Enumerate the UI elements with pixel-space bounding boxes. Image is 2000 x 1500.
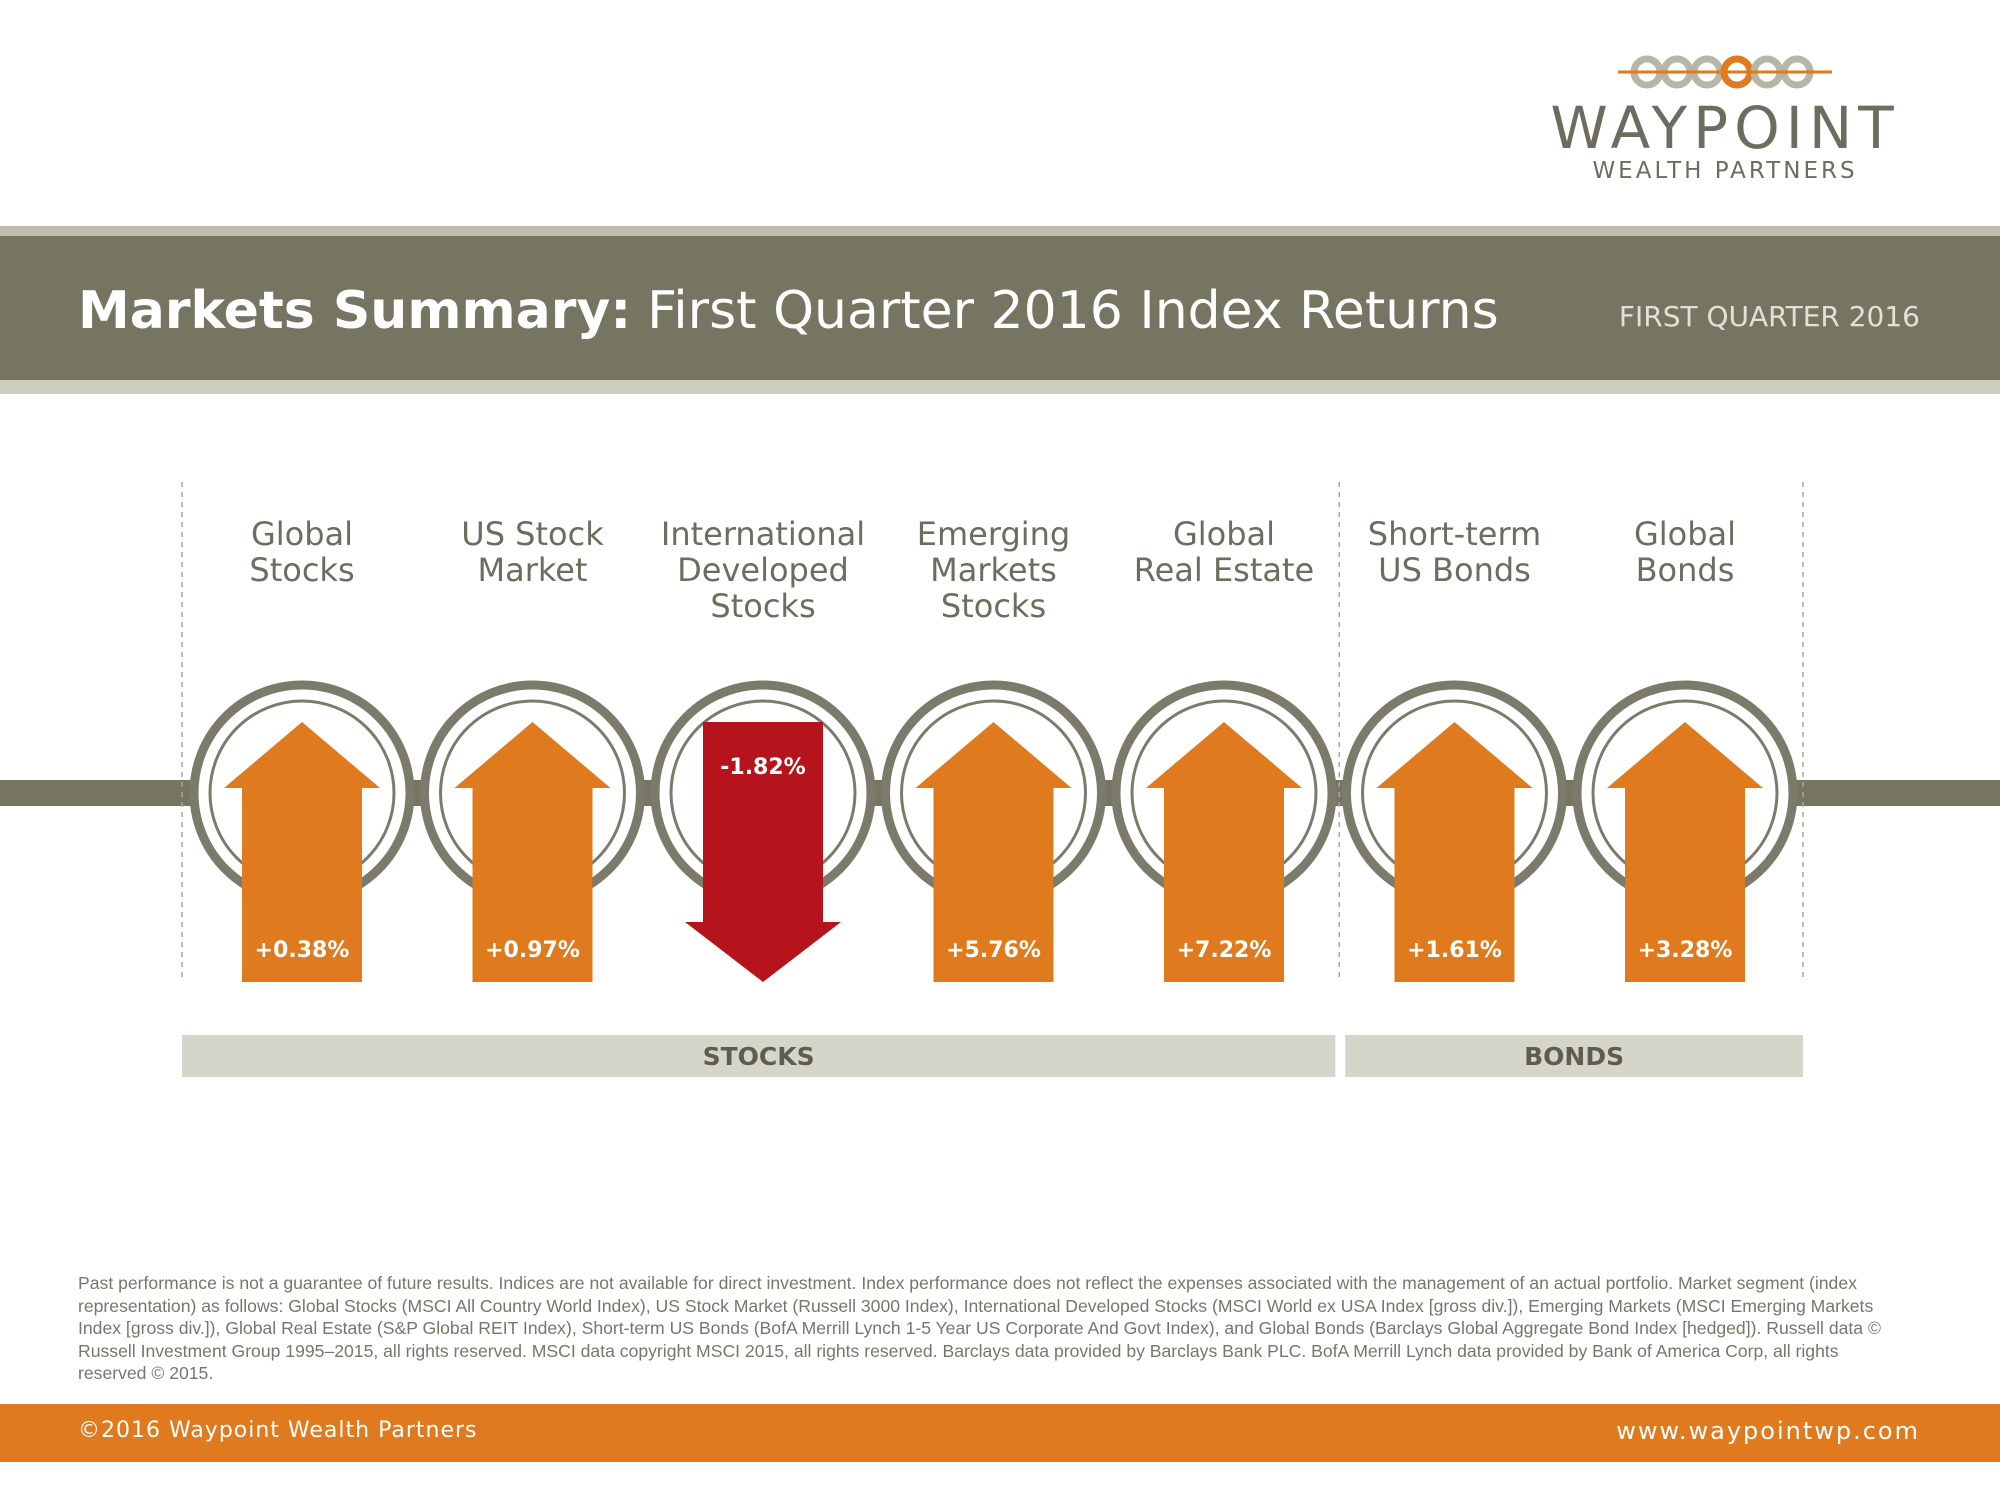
group-band xyxy=(182,1035,1336,1077)
return-up-arrow xyxy=(224,722,380,982)
return-up-arrow xyxy=(915,722,1072,982)
return-up-arrow xyxy=(454,722,611,982)
logo: WAYPOINT WEALTH PARTNERS xyxy=(1540,52,1910,184)
return-up-arrow xyxy=(1607,722,1763,982)
group-label: BONDS xyxy=(1524,1042,1624,1071)
footer-band xyxy=(0,1404,2000,1462)
return-value-label: +1.61% xyxy=(1407,938,1502,963)
return-down-arrow xyxy=(685,722,841,982)
page-title-bold: Markets Summary: xyxy=(78,281,632,341)
category-label: Stocks xyxy=(249,551,354,589)
category-label: Short-term xyxy=(1368,515,1541,553)
category-label: Stocks xyxy=(941,587,1046,625)
period-label: FIRST QUARTER 2016 xyxy=(1618,300,1920,333)
return-value-label: +3.28% xyxy=(1638,938,1733,963)
category-label: Markets xyxy=(930,551,1057,589)
return-value-label: +5.76% xyxy=(946,938,1041,963)
header-band-top xyxy=(0,226,2000,236)
header-band xyxy=(0,236,2000,380)
page-title: Markets Summary: First Quarter 2016 Index… xyxy=(78,276,1499,346)
return-value-label: -1.82% xyxy=(720,755,805,780)
group-band xyxy=(1345,1035,1803,1077)
category-label: International xyxy=(661,515,865,553)
category-label: Global xyxy=(1634,515,1736,553)
group-label: STOCKS xyxy=(703,1042,815,1071)
return-up-arrow xyxy=(1146,722,1302,982)
category-label: Real Estate xyxy=(1134,551,1314,589)
logo-subname: WEALTH PARTNERS xyxy=(1592,158,1858,184)
return-value-label: +0.38% xyxy=(255,938,350,963)
return-value-label: +0.97% xyxy=(485,938,580,963)
footer-url[interactable]: www.waypointwp.com xyxy=(1616,1417,1920,1445)
category-label: Bonds xyxy=(1636,551,1735,589)
disclaimer: Past performance is not a guarantee of f… xyxy=(78,1273,1881,1383)
category-label: US Stock xyxy=(461,515,604,553)
header-band-bottom xyxy=(0,380,2000,394)
page-title-rest: First Quarter 2016 Index Returns xyxy=(647,281,1499,341)
category-label: US Bonds xyxy=(1378,551,1531,589)
category-label: Emerging xyxy=(917,515,1070,553)
return-value-label: +7.22% xyxy=(1177,938,1272,963)
logo-rings-icon xyxy=(1618,55,1832,89)
logo-name: WAYPOINT xyxy=(1550,94,1900,162)
return-up-arrow xyxy=(1376,722,1533,982)
category-label: Stocks xyxy=(710,587,815,625)
category-label: Global xyxy=(1173,515,1275,553)
category-label: Market xyxy=(478,551,588,589)
category-label: Developed xyxy=(677,551,849,589)
category-label: Global xyxy=(251,515,353,553)
footer-copyright: ©2016 Waypoint Wealth Partners xyxy=(78,1418,478,1443)
